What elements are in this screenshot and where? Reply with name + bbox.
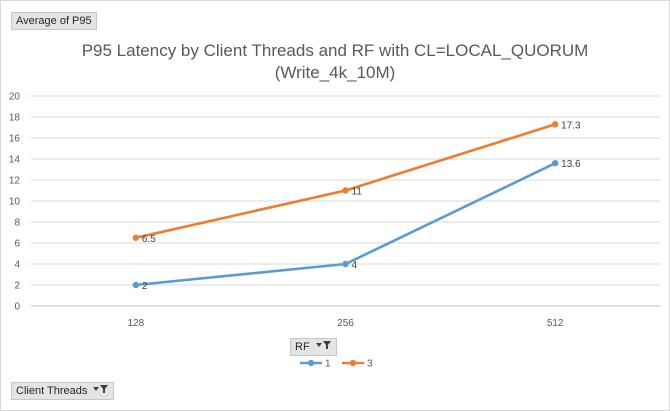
data-label: 4 <box>352 260 358 271</box>
data-point <box>132 234 140 241</box>
data-label: 6.5 <box>142 234 156 245</box>
y-tick-label: 14 <box>9 155 21 166</box>
y-tick-label: 18 <box>9 113 21 124</box>
x-tick-label: 512 <box>547 318 564 329</box>
data-point <box>132 281 140 289</box>
y-tick-label: 10 <box>9 197 21 208</box>
x-tick-label: 128 <box>127 318 144 329</box>
rf-field-button[interactable]: RF <box>290 338 337 356</box>
data-label: 2 <box>142 281 148 292</box>
series-line-3 <box>134 123 557 240</box>
data-point <box>342 260 349 268</box>
y-tick-label: 0 <box>14 302 20 313</box>
data-point <box>551 160 559 167</box>
y-tick-label: 4 <box>14 260 20 271</box>
y-tick-label: 16 <box>9 134 21 145</box>
chart-subtitle: (Write_4k_10M) <box>275 63 396 82</box>
client-threads-field-button[interactable]: Client Threads <box>11 382 115 400</box>
data-label: 17.3 <box>561 120 581 131</box>
y-tick-label: 8 <box>14 218 20 229</box>
values-field-label: Average of P95 <box>16 15 92 27</box>
filter-dropdown-icon[interactable] <box>93 383 109 399</box>
data-point <box>551 121 559 128</box>
y-tick-label: 2 <box>14 281 20 292</box>
y-tick-label: 12 <box>9 176 21 187</box>
legend-label: 3 <box>367 359 373 370</box>
legend-label: 1 <box>325 359 331 370</box>
data-label: 11 <box>352 187 363 198</box>
x-axis-ticks: 128 256 512 <box>127 318 563 329</box>
x-tick-label: 256 <box>337 318 354 329</box>
y-axis-ticks: 0 2 4 6 8 10 12 14 16 18 20 <box>9 92 21 313</box>
rf-field-label: RF <box>295 341 310 353</box>
legend-swatch-marker <box>307 359 315 367</box>
values-field-button[interactable]: Average of P95 <box>11 12 97 30</box>
y-tick-label: 6 <box>14 239 20 250</box>
chart-title: P95 Latency by Client Threads and RF wit… <box>82 41 589 60</box>
y-tick-label: 20 <box>9 92 21 103</box>
series-layer: 2 4 13.6 6.5 11 17.3 <box>132 120 581 292</box>
legend-swatch-marker <box>349 359 357 367</box>
data-label: 13.6 <box>561 159 581 170</box>
filter-dropdown-icon[interactable] <box>315 339 332 355</box>
data-point <box>342 187 349 194</box>
client-threads-field-label: Client Threads <box>16 385 88 397</box>
